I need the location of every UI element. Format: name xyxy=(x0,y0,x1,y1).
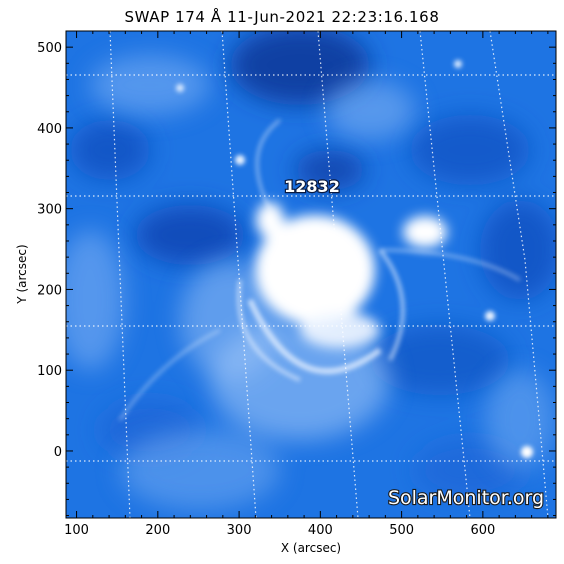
y-tick-label: 200 xyxy=(37,283,62,298)
x-tick-label: 500 xyxy=(389,523,414,538)
axis-ticks: 100 200 300 400 500 600 0 100 200 300 400 500 xyxy=(37,30,556,538)
active-region-loops xyxy=(118,118,521,421)
x-tick-label: 200 xyxy=(145,523,170,538)
solar-euv-image: 12832 xyxy=(66,31,556,518)
y-tick-label: 0 xyxy=(54,445,62,460)
plot-frame xyxy=(65,30,557,519)
heliographic-grid xyxy=(66,31,556,518)
y-tick-label: 400 xyxy=(37,122,62,137)
y-tick-label: 100 xyxy=(37,364,62,379)
x-tick-label: 600 xyxy=(470,523,495,538)
bright-points xyxy=(176,60,533,458)
x-tick-label: 300 xyxy=(227,523,252,538)
x-tick-label: 100 xyxy=(64,523,89,538)
active-region-core xyxy=(255,202,447,348)
watermark: SolarMonitor.org xyxy=(388,487,544,509)
dark-regions xyxy=(70,31,556,500)
x-tick-label: 400 xyxy=(308,523,333,538)
image-title: SWAP 174 Å 11-Jun-2021 22:23:16.168 xyxy=(124,8,440,26)
y-tick-label: 300 xyxy=(37,203,62,218)
y-axis-label: Y (arcsec) xyxy=(15,244,29,304)
x-axis-label: X (arcsec) xyxy=(281,541,341,555)
active-region-label: 12832 xyxy=(284,177,340,196)
bright-diffuse-loops xyxy=(66,55,555,510)
y-tick-label: 500 xyxy=(37,41,62,56)
